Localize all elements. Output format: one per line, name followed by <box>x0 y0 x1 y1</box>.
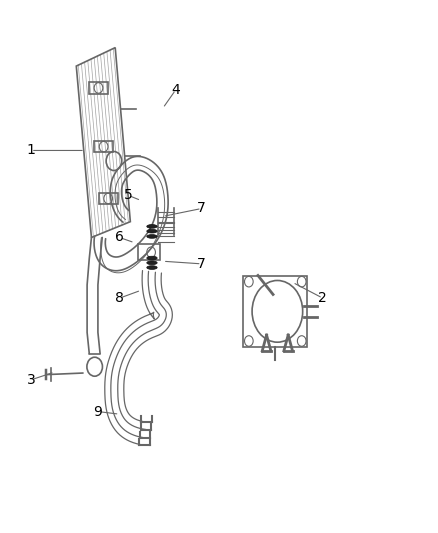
Ellipse shape <box>147 229 157 233</box>
Text: 5: 5 <box>124 188 133 203</box>
Text: 7: 7 <box>198 201 206 215</box>
Ellipse shape <box>147 261 157 265</box>
Text: 1: 1 <box>26 143 35 157</box>
Text: 8: 8 <box>115 291 124 305</box>
Ellipse shape <box>147 256 157 260</box>
Ellipse shape <box>147 224 157 228</box>
Text: 3: 3 <box>27 373 35 387</box>
Text: 7: 7 <box>198 257 206 271</box>
Ellipse shape <box>147 266 157 269</box>
Text: 2: 2 <box>318 291 327 305</box>
Text: 6: 6 <box>115 230 124 245</box>
Text: 9: 9 <box>93 405 102 418</box>
Ellipse shape <box>147 235 157 238</box>
Text: 4: 4 <box>171 83 180 97</box>
